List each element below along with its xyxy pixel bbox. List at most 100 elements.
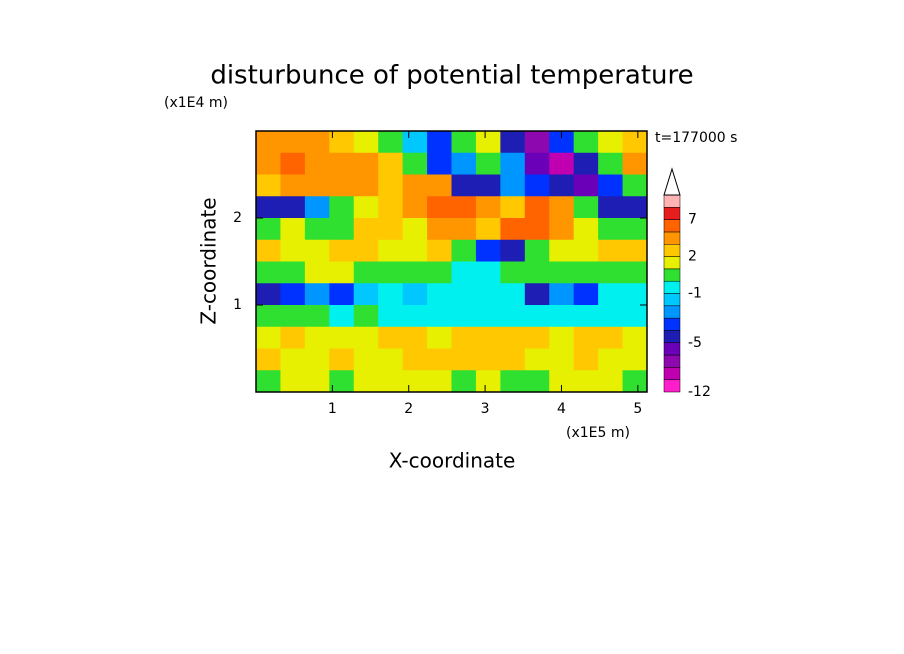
y-unit: (x1E4 m): [164, 95, 228, 111]
colorbar-box: [663, 219, 681, 233]
field-cell: [573, 239, 599, 262]
field-cell: [304, 239, 330, 262]
field-cell: [402, 218, 428, 241]
colorbar-box: [663, 194, 681, 208]
field-cell: [451, 239, 477, 262]
field-cell: [451, 261, 477, 284]
field-cell: [500, 370, 526, 393]
field-cell: [451, 174, 477, 197]
field-cell: [451, 305, 477, 328]
field-cell: [549, 218, 575, 241]
colorbar-box: [663, 305, 681, 319]
y-tick-label: 1: [233, 297, 242, 313]
field-cell: [329, 218, 355, 241]
field-cell: [353, 239, 379, 262]
field-cell: [353, 348, 379, 371]
field-cell: [256, 131, 281, 154]
field-cell: [573, 370, 599, 393]
field-cell: [402, 305, 428, 328]
field-cell: [280, 239, 306, 262]
field-cell: [427, 239, 452, 262]
colorbar-box: [663, 354, 681, 368]
field-cell: [256, 174, 281, 197]
field-cell: [622, 239, 648, 262]
field-cell: [524, 305, 550, 328]
colorbar-box: [663, 317, 681, 331]
colorbar-label: -12: [688, 384, 711, 400]
field-cell: [304, 370, 330, 393]
field-cell: [524, 326, 550, 349]
field-cell: [475, 326, 501, 349]
field-cell: [329, 174, 355, 197]
field-cell: [256, 239, 281, 262]
field-cell: [280, 370, 306, 393]
field-cell: [500, 261, 526, 284]
field-cell: [427, 283, 452, 306]
field-cell: [427, 370, 452, 393]
field-cell: [304, 305, 330, 328]
x-tick-label: 2: [404, 401, 413, 417]
field-cell: [402, 326, 428, 349]
field-cell: [549, 348, 575, 371]
field-cell: [353, 283, 379, 306]
field-cell: [500, 174, 526, 197]
field-cell: [500, 239, 526, 262]
field-cell: [451, 348, 477, 371]
field-cell: [598, 239, 624, 262]
field-cell: [378, 131, 404, 154]
colorbar-box: [663, 280, 681, 294]
field-cell: [598, 305, 624, 328]
field-cell: [622, 326, 648, 349]
colorbar-box: [663, 293, 681, 307]
field-cell: [549, 370, 575, 393]
field-cell: [500, 326, 526, 349]
field-cell: [329, 370, 355, 393]
field-cell: [256, 261, 281, 284]
field-cell: [475, 283, 501, 306]
field-cell: [427, 348, 452, 371]
field-cell: [402, 283, 428, 306]
field-cell: [549, 174, 575, 197]
y-axis-label: Z-coordinate: [197, 197, 221, 324]
field-cell: [256, 283, 281, 306]
colorbar-label: -1: [688, 286, 702, 302]
field-cell: [598, 174, 624, 197]
field-cell: [427, 218, 452, 241]
field-cell: [524, 152, 550, 175]
field-cell: [500, 131, 526, 154]
field-cell: [378, 305, 404, 328]
x-axis-label: X-coordinate: [389, 449, 516, 473]
field-cell: [451, 196, 477, 219]
colorbar-label: 7: [688, 212, 697, 228]
x-tick-label: 1: [328, 401, 337, 417]
field-cell: [280, 152, 306, 175]
field-cell: [598, 326, 624, 349]
field-cell: [280, 196, 306, 219]
field-cell: [280, 174, 306, 197]
field-cell: [402, 196, 428, 219]
field-cell: [280, 261, 306, 284]
field-cell: [378, 239, 404, 262]
field-cell: [256, 218, 281, 241]
annotation: t=177000 s: [655, 130, 737, 146]
field-cell: [329, 348, 355, 371]
field-cell: [549, 261, 575, 284]
field-cell: [524, 348, 550, 371]
field-cell: [280, 218, 306, 241]
field-cell: [256, 305, 281, 328]
colorbar-box: [663, 367, 681, 380]
field-cell: [353, 218, 379, 241]
colorbar-box: [663, 268, 681, 282]
colorbar-box: [663, 330, 681, 343]
colorbar-box: [663, 207, 681, 220]
field-cell: [475, 305, 501, 328]
field-cell: [475, 370, 501, 393]
field-cell: [378, 196, 404, 219]
field-cell: [475, 218, 501, 241]
field-cell: [304, 261, 330, 284]
field-cell: [353, 305, 379, 328]
field-cell: [573, 196, 599, 219]
field-cell: [622, 152, 648, 175]
field-cell: [598, 131, 624, 154]
field-cell: [329, 326, 355, 349]
